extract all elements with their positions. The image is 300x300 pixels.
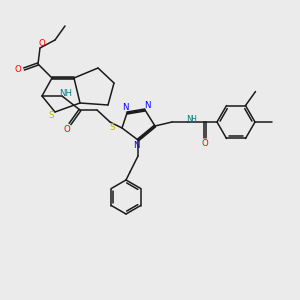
Text: N: N <box>186 115 192 124</box>
Text: S: S <box>48 110 54 119</box>
Text: O: O <box>64 124 70 134</box>
Text: N: N <box>122 103 128 112</box>
Text: N: N <box>144 100 150 109</box>
Text: O: O <box>39 38 45 47</box>
Text: H: H <box>190 115 196 124</box>
Text: NH: NH <box>59 88 73 98</box>
Text: O: O <box>202 139 208 148</box>
Text: O: O <box>15 64 21 74</box>
Text: S: S <box>109 122 115 131</box>
Text: N: N <box>133 140 139 149</box>
